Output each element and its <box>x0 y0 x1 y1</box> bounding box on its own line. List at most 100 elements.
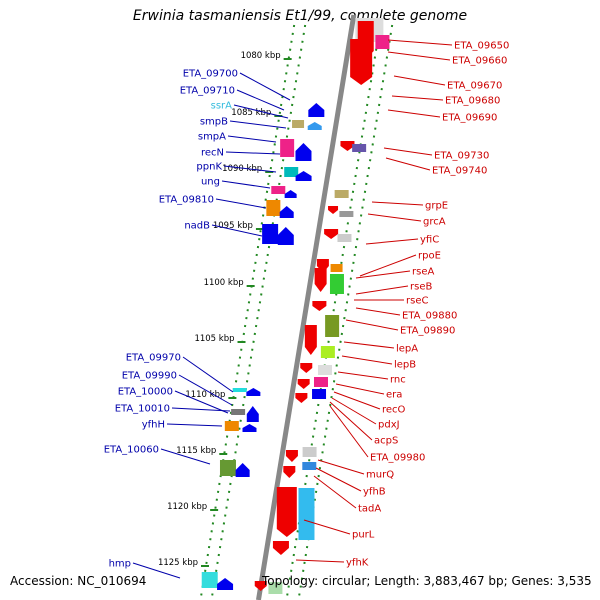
gene-label-ung: ung <box>201 177 220 188</box>
gene-label-smpb: smpB <box>200 117 228 128</box>
reverse-gene-arrow <box>324 229 339 239</box>
guide-line-3 <box>297 24 394 600</box>
leader-line <box>329 405 369 458</box>
topology-text: Topology: circular; Length: 3,883,467 bp… <box>262 574 592 588</box>
leader-line <box>337 371 389 380</box>
gene-label-rseb: rseB <box>410 282 432 293</box>
leader-line <box>315 467 362 492</box>
gene-label-tada: tadA <box>358 504 381 515</box>
gene-label-eta_09880: ETA_09880 <box>402 311 457 322</box>
leader-line <box>329 401 373 441</box>
tick-label: 1105 kbp <box>194 334 234 344</box>
reverse-gene-arrow <box>254 581 267 591</box>
gene-block <box>312 389 327 399</box>
reverse-gene-arrow <box>285 450 298 462</box>
reverse-gene-arrow <box>297 379 310 389</box>
gene-label-acps: acpS <box>374 436 398 447</box>
leader-line <box>335 383 385 395</box>
gene-label-yfhh: yfhH <box>142 420 165 431</box>
reverse-gene-arrow <box>276 487 297 537</box>
gene-block <box>280 139 295 157</box>
tick-label: 1085 kbp <box>231 108 271 118</box>
gene-block <box>375 35 390 49</box>
leader-line <box>355 270 411 279</box>
gene-block <box>330 264 343 272</box>
gene-block <box>292 120 305 128</box>
gene-label-yfhb: yfhB <box>363 487 386 498</box>
guide-line-0 <box>199 24 296 600</box>
tick-label: 1100 kbp <box>204 278 244 288</box>
forward-gene-arrow <box>279 206 294 218</box>
tick-label: 1110 kbp <box>185 390 225 400</box>
gene-label-lepa: lepA <box>396 344 418 355</box>
gene-label-eta_09810: ETA_09810 <box>159 195 214 206</box>
leader-line <box>221 180 271 189</box>
leader-line <box>391 95 444 101</box>
gene-label-eta_09690: ETA_09690 <box>442 113 497 124</box>
gene-label-eta_10010: ETA_10010 <box>115 404 170 415</box>
leader-line <box>132 562 181 579</box>
gene-block <box>337 234 352 242</box>
guide-line-1 <box>210 24 307 600</box>
leader-line <box>225 151 281 155</box>
reverse-gene-arrow <box>304 325 317 355</box>
gene-label-eta_09890: ETA_09890 <box>400 326 455 337</box>
leader-line <box>303 519 351 535</box>
gene-label-purl: purL <box>352 530 375 541</box>
gene-block <box>271 186 286 194</box>
gene-block <box>334 190 349 198</box>
gene-label-ppnk: ppnK <box>196 162 222 173</box>
gene-block <box>302 462 317 470</box>
leader-line <box>331 397 377 425</box>
leader-line <box>174 390 229 414</box>
leader-line <box>355 285 409 295</box>
leader-line <box>317 459 365 475</box>
leader-line <box>387 109 441 118</box>
gene-label-era: era <box>386 390 402 401</box>
gene-block <box>231 409 246 415</box>
guide-line-2 <box>285 24 382 600</box>
leader-line <box>385 157 431 171</box>
gene-block <box>339 211 354 217</box>
gene-label-murq: murQ <box>366 470 394 481</box>
gene-block <box>320 346 335 358</box>
gene-label-smpa: smpA <box>198 132 226 143</box>
gene-label-grca: grcA <box>423 217 446 228</box>
gene-label-rsea: rseA <box>412 267 434 278</box>
reverse-gene-arrow <box>340 141 355 151</box>
forward-gene-arrow <box>295 143 312 161</box>
reverse-gene-arrow <box>300 363 313 373</box>
tick-label: 1125 kbp <box>158 558 198 568</box>
forward-gene-arrow <box>308 103 325 117</box>
leader-line <box>182 356 234 393</box>
leader-line <box>236 89 285 111</box>
gene-label-rnc: rnc <box>390 375 406 386</box>
leader-line <box>365 238 419 245</box>
gene-block <box>224 421 239 431</box>
tick-label: 1080 kbp <box>241 51 281 61</box>
gene-label-eta_09660: ETA_09660 <box>452 56 507 67</box>
forward-gene-arrow <box>295 171 312 181</box>
gene-block <box>329 274 344 294</box>
gene-label-reco: recO <box>382 405 406 416</box>
leader-line <box>295 559 345 563</box>
leader-line <box>166 423 223 427</box>
gene-label-eta_10000: ETA_10000 <box>118 387 173 398</box>
gene-block <box>302 447 317 457</box>
gene-label-eta_09980: ETA_09980 <box>370 453 425 464</box>
reverse-gene-arrow <box>312 301 327 311</box>
gene-label-pdxj: pdxJ <box>378 420 400 431</box>
gene-block <box>219 460 236 476</box>
gene-label-eta_09710: ETA_09710 <box>180 86 235 97</box>
gene-label-rsec: rseC <box>406 296 428 307</box>
gene-label-nadb: nadB <box>184 221 210 232</box>
forward-gene-arrow <box>246 406 259 422</box>
leader-line <box>160 448 211 465</box>
leader-line <box>343 341 395 349</box>
leader-line <box>345 319 399 331</box>
leader-line <box>171 407 231 412</box>
reverse-gene-arrow <box>283 466 296 478</box>
leader-line <box>229 120 287 129</box>
leader-line <box>387 39 453 46</box>
